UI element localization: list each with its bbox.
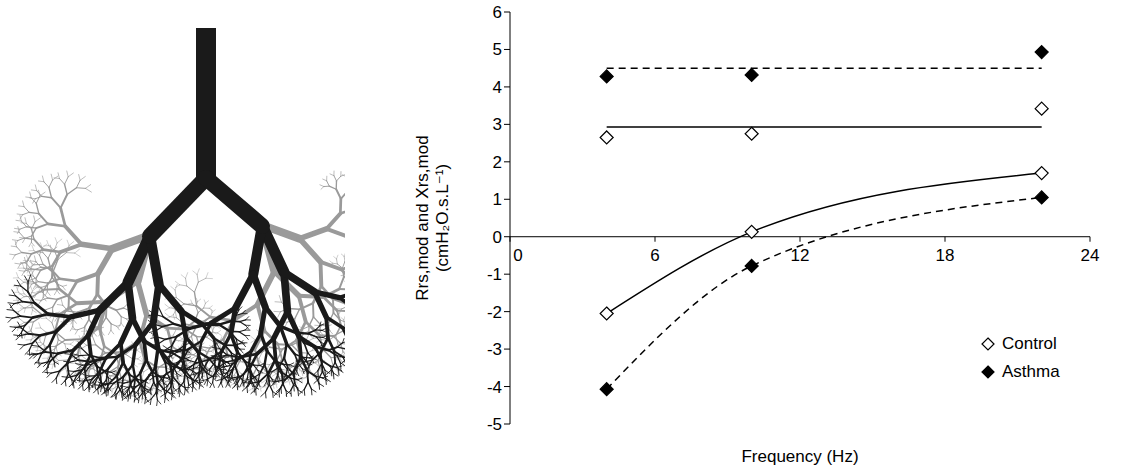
svg-text:-1: -1 xyxy=(487,265,502,284)
svg-text:2: 2 xyxy=(493,153,502,172)
svg-text:1: 1 xyxy=(493,190,502,209)
html-text:Asthma: Asthma xyxy=(1002,362,1060,381)
svg-text:0: 0 xyxy=(513,246,522,265)
svg-text:24: 24 xyxy=(1081,246,1100,265)
svg-text:-2: -2 xyxy=(487,303,502,322)
svg-text:-5: -5 xyxy=(487,415,502,434)
svg-text:6: 6 xyxy=(493,3,502,22)
svg-text:Rrs,mod and Xrs,mod(cmH₂O.s.L⁻: Rrs,mod and Xrs,mod(cmH₂O.s.L⁻¹) xyxy=(413,135,452,300)
svg-text:-3: -3 xyxy=(487,340,502,359)
svg-text:4: 4 xyxy=(493,78,502,97)
html-text:Control: Control xyxy=(1002,334,1057,353)
svg-text:-4: -4 xyxy=(487,378,502,397)
svg-text:6: 6 xyxy=(650,246,659,265)
svg-text:5: 5 xyxy=(493,40,502,59)
svg-text:18: 18 xyxy=(936,246,955,265)
svg-text:Frequency (Hz): Frequency (Hz) xyxy=(741,447,858,466)
svg-text:12: 12 xyxy=(791,246,810,265)
svg-text:3: 3 xyxy=(493,115,502,134)
svg-text:0: 0 xyxy=(493,228,502,247)
